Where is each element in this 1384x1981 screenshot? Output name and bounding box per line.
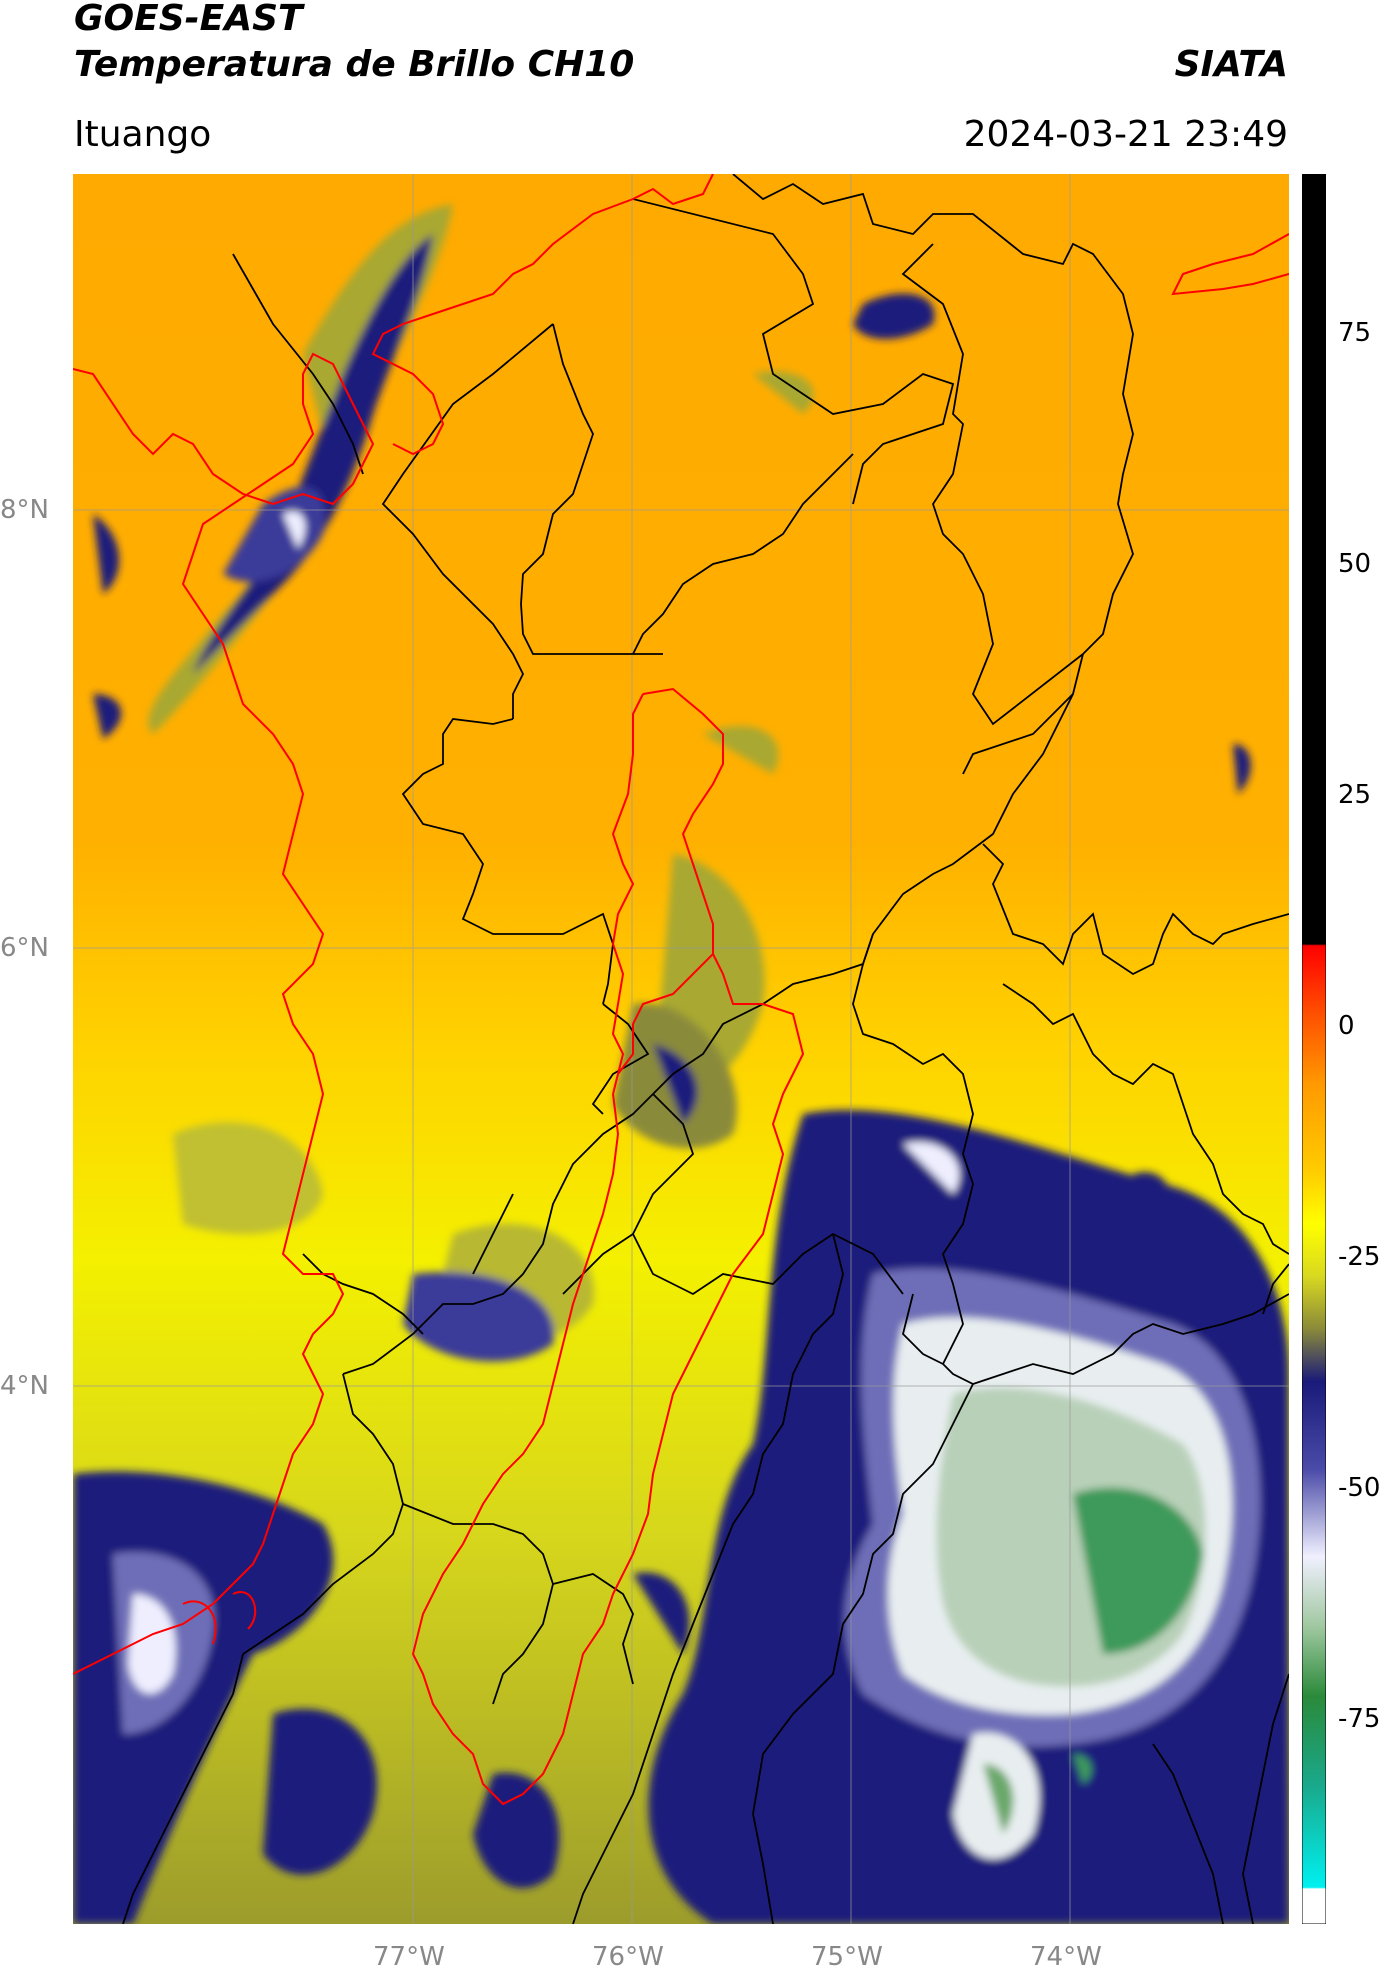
lon-label-76w: 76°W (592, 1942, 664, 1972)
lon-label-74w: 74°W (1030, 1942, 1102, 1972)
colorbar-tick-50: 50 (1338, 549, 1372, 579)
colorbar-tick-minus75: -75 (1338, 1704, 1381, 1734)
lon-label-75w: 75°W (811, 1942, 883, 1972)
lat-label-8n: 8°N (0, 495, 49, 525)
colorbar (1302, 174, 1326, 1924)
colorbar-tick-minus25: -25 (1338, 1242, 1381, 1272)
lat-label-4n: 4°N (0, 1371, 49, 1401)
timestamp-label: 2024-03-21 23:49 (963, 114, 1288, 155)
cloud-field (73, 204, 1289, 1924)
brand-label: SIATA (1174, 44, 1288, 85)
colorbar-tick-0: 0 (1338, 1011, 1355, 1041)
colorbar-tick-75: 75 (1338, 318, 1372, 348)
colorbar-tick-minus50: -50 (1338, 1473, 1381, 1503)
satellite-title: GOES-EAST (74, 0, 303, 39)
product-title: Temperatura de Brillo CH10 (74, 44, 635, 85)
region-label: Ituango (74, 114, 212, 155)
colorbar-tick-25: 25 (1338, 780, 1372, 810)
brightness-temperature-map (73, 174, 1289, 1924)
municipal-boundaries (122, 174, 1289, 1924)
department-boundaries (73, 174, 1289, 1806)
lat-label-6n: 6°N (0, 933, 49, 963)
lon-label-77w: 77°W (373, 1942, 445, 1972)
